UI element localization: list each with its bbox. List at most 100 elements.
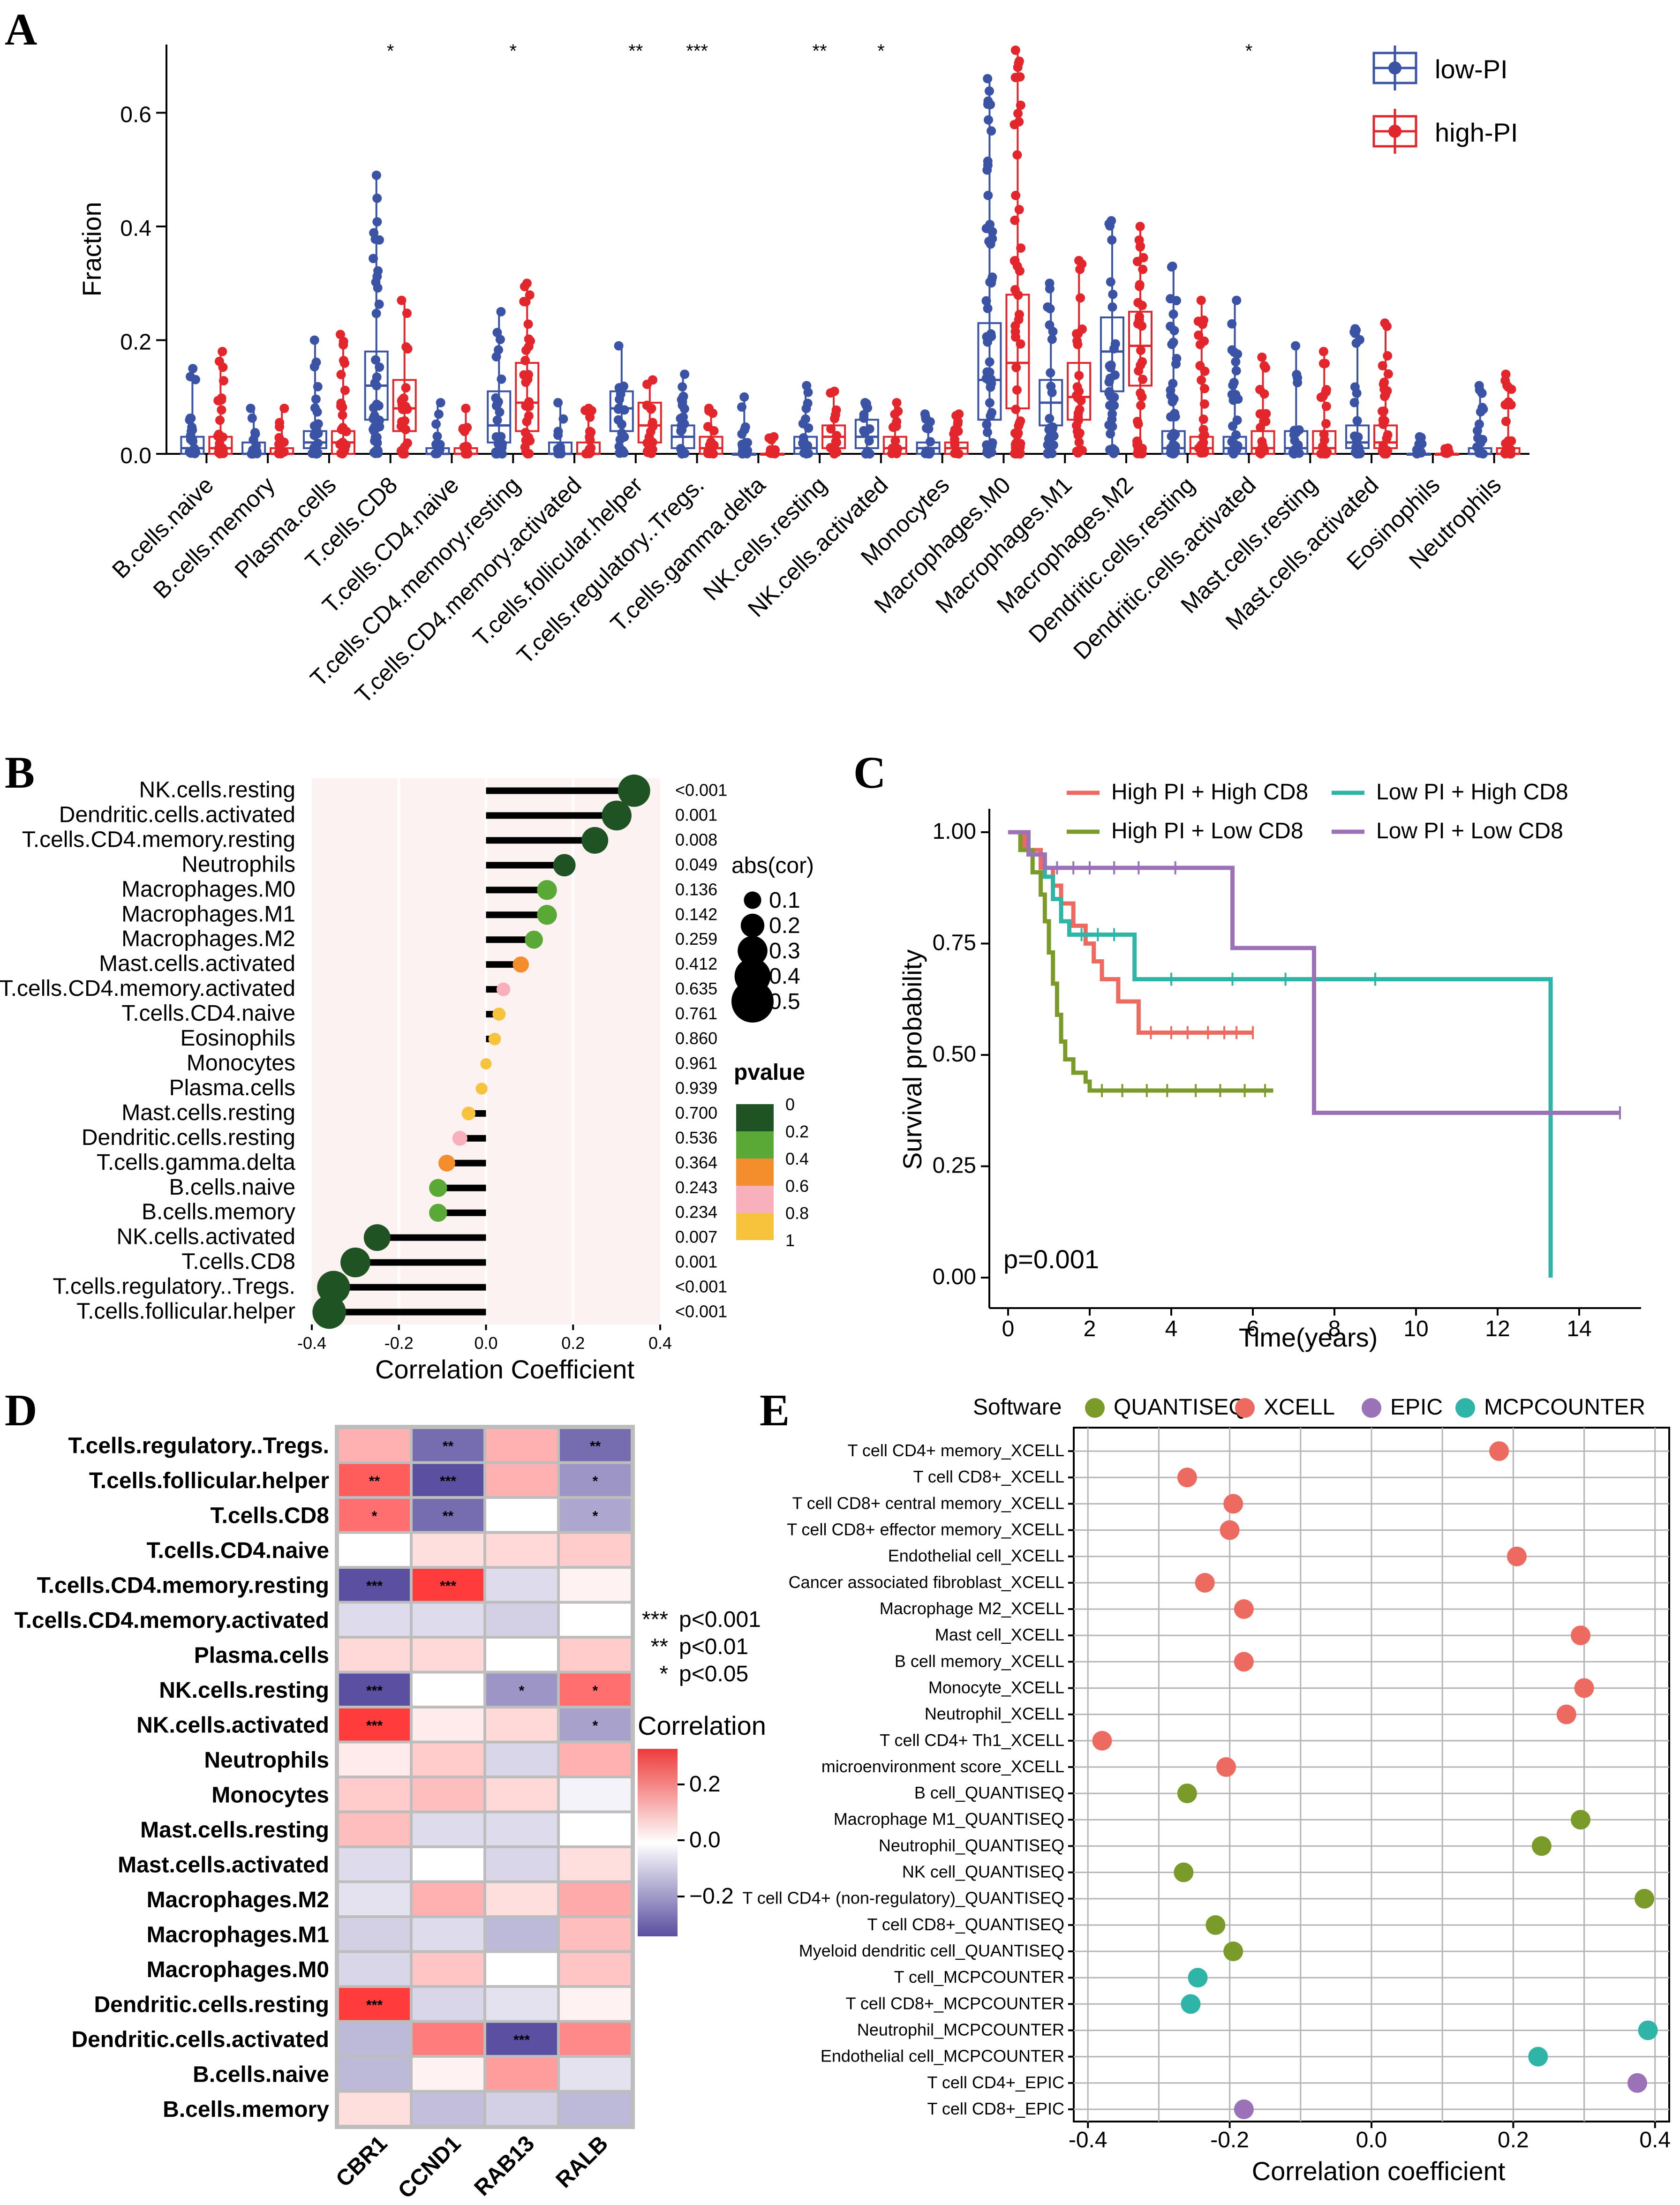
d-heatmap-cell xyxy=(560,1603,631,1636)
a-point xyxy=(1010,285,1020,294)
d-row-label: Plasma.cells xyxy=(194,1643,329,1668)
a-point xyxy=(1200,366,1210,376)
e-row-label: T cell CD4+ (non-regulatory)_QUANTISEQ xyxy=(742,1889,1064,1908)
a-point xyxy=(1473,433,1483,443)
d-heatmap-cell xyxy=(486,1603,557,1636)
d-heatmap-cell xyxy=(339,1464,410,1496)
c-x-tick-label: 8 xyxy=(1328,1317,1341,1341)
a-point xyxy=(981,296,991,306)
c-pvalue: p=0.001 xyxy=(1003,1244,1099,1274)
a-point xyxy=(524,449,534,459)
b-row-label: Dendritic.cells.activated xyxy=(59,802,295,827)
a-significance-star: ** xyxy=(813,41,827,61)
a-y-label: Fraction xyxy=(77,202,106,296)
a-point xyxy=(619,381,629,391)
a-point xyxy=(436,398,445,407)
a-point xyxy=(461,404,471,413)
a-point xyxy=(1012,430,1022,440)
a-point xyxy=(1383,446,1393,456)
a-point xyxy=(401,425,411,435)
e-legend-label: XCELL xyxy=(1264,1395,1335,1420)
a-point xyxy=(1379,420,1388,429)
b-x-tick-label: -0.4 xyxy=(297,1333,326,1353)
d-heatmap-cell xyxy=(486,1988,557,2020)
d-heatmap-cell xyxy=(339,1429,410,1461)
a-point xyxy=(1013,109,1023,119)
d-heatmap-cell xyxy=(486,1708,557,1741)
d-row-label: Macrophages.M2 xyxy=(147,1888,329,1912)
a-point xyxy=(335,330,345,339)
b-row-label: Monocytes xyxy=(187,1051,295,1076)
a-point xyxy=(1011,190,1021,200)
b-pvalue-label: 0.259 xyxy=(675,929,717,948)
a-point xyxy=(553,398,563,407)
b-color-legend-swatch xyxy=(736,1159,774,1186)
a-point xyxy=(520,282,529,292)
c-x-tick-label: 0 xyxy=(1002,1317,1015,1341)
a-point xyxy=(525,290,535,300)
a-point xyxy=(890,409,900,419)
a-point xyxy=(1107,302,1117,312)
a-point xyxy=(1199,447,1209,457)
a-point xyxy=(1075,405,1085,414)
e-dot xyxy=(1195,1573,1215,1593)
a-point xyxy=(888,422,898,432)
a-point xyxy=(1044,434,1054,444)
a-point xyxy=(1110,339,1120,349)
c-legend-label: High PI + Low CD8 xyxy=(1111,819,1303,843)
a-point xyxy=(987,272,997,282)
panel-b-lollipop: NK.cells.resting <0.001 Dendritic.cells.ac… xyxy=(0,775,814,1384)
a-point xyxy=(1168,309,1178,319)
a-point xyxy=(1412,449,1422,459)
d-heatmap-cell xyxy=(413,1499,483,1531)
d-sig-legend-label: p<0.01 xyxy=(679,1634,748,1659)
a-point xyxy=(336,448,346,458)
b-x-tick-label: 0.4 xyxy=(648,1333,672,1353)
a-point xyxy=(1349,398,1359,407)
a-point xyxy=(982,420,992,429)
a-point xyxy=(1132,416,1142,426)
c-survival-curve xyxy=(1008,830,1273,1093)
a-point xyxy=(1133,319,1143,329)
b-lollipop-head xyxy=(492,1008,506,1021)
d-heatmap-cell xyxy=(486,1464,557,1496)
b-row-label: T.cells.CD4.memory.resting xyxy=(22,827,295,852)
d-column-label: RALB xyxy=(551,2131,613,2193)
b-size-legend-circle xyxy=(744,891,761,909)
d-row-label: Macrophages.M1 xyxy=(147,1922,329,1947)
d-sig-legend-label: p<0.05 xyxy=(679,1662,748,1686)
a-point xyxy=(1108,289,1118,299)
d-row-label: B.cells.memory xyxy=(163,2097,329,2122)
e-row-label: T cell CD8+ central memory_XCELL xyxy=(792,1493,1064,1513)
b-lollipop-head xyxy=(312,1295,346,1329)
a-point xyxy=(1105,400,1115,410)
d-cell-star: *** xyxy=(513,2032,530,2048)
e-legend-dot xyxy=(1455,1398,1475,1418)
a-point xyxy=(250,428,260,437)
d-heatmap-cell xyxy=(486,2058,557,2090)
a-point xyxy=(1010,215,1020,225)
d-heatmap-cell xyxy=(560,1534,631,1566)
a-point xyxy=(432,431,442,441)
b-row-label: T.cells.CD8 xyxy=(181,1249,295,1274)
a-point xyxy=(926,437,935,447)
a-point xyxy=(558,414,568,424)
a-point xyxy=(246,404,256,413)
e-x-tick-label: -0.2 xyxy=(1210,2128,1249,2152)
e-row-label: T cell CD8+ effector memory_XCELL xyxy=(787,1520,1064,1539)
a-point xyxy=(338,437,347,447)
d-heatmap-cell xyxy=(413,1464,483,1496)
a-point xyxy=(585,436,595,445)
a-point xyxy=(983,74,993,83)
a-point xyxy=(369,403,378,413)
a-point xyxy=(397,295,407,305)
b-lollipop-head xyxy=(461,1106,475,1121)
a-point xyxy=(1136,400,1146,410)
b-color-legend-swatch xyxy=(736,1104,774,1131)
d-heatmap-cell xyxy=(339,2058,410,2090)
d-row-label: T.cells.CD8 xyxy=(211,1503,329,1528)
d-heatmap-cell xyxy=(486,1534,557,1566)
a-point xyxy=(987,447,996,457)
d-heatmap-cell xyxy=(339,1673,410,1706)
